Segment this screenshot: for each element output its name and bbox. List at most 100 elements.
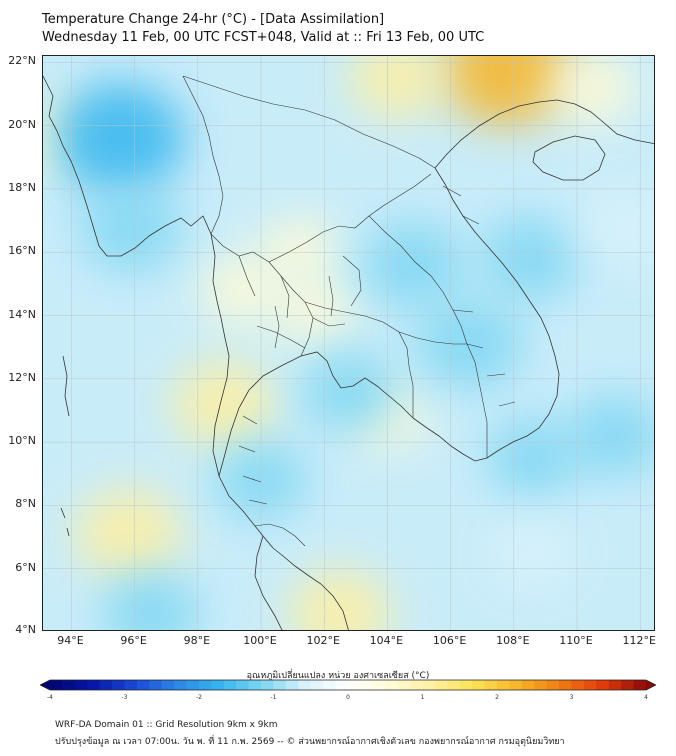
border-thai-malaysia: [254, 523, 306, 547]
map-subtitle: Wednesday 11 Feb, 00 UTC FCST+048, Valid…: [42, 30, 485, 45]
lat-tick-label: 10°N: [8, 434, 36, 448]
lon-tick-label: 110°E: [559, 634, 593, 647]
colorbar-tick-label: 1: [420, 694, 425, 701]
lon-tick-label: 94°E: [57, 634, 84, 647]
coastline-myanmar-west: [43, 75, 274, 549]
border-cambodia-vietnam: [398, 331, 488, 458]
lat-tick-label: 20°N: [8, 117, 36, 131]
colorbar-outline: [40, 679, 656, 691]
colorbar-cell: [298, 680, 312, 690]
colorbar-cell: [136, 680, 150, 690]
colorbar-cell: [74, 680, 88, 690]
coastlines: [43, 75, 654, 630]
colorbar-cell: [261, 680, 274, 690]
coastline-gulf-west: [218, 351, 414, 477]
field-anomaly-2: [548, 56, 638, 126]
colorbar-cell: [199, 680, 212, 690]
colorbar-cell: [99, 680, 113, 690]
lon-tick-label: 112°E: [622, 634, 656, 647]
colorbar-cell: [521, 680, 535, 690]
colorbar-tick-label: -3: [121, 694, 128, 701]
colorbar-cell: [559, 680, 572, 690]
colorbar-cell: [360, 680, 374, 690]
colorbar-cell: [62, 680, 76, 690]
map-title: Temperature Change 24-hr (°C) - [Data As…: [42, 12, 385, 27]
coastline-hainan: [532, 135, 606, 181]
border-thailand-laos: [268, 173, 432, 263]
lat-tick-label: 6°N: [15, 560, 36, 574]
field-anomaly-14: [416, 298, 523, 390]
field-anomaly-16: [479, 216, 580, 301]
colorbar-cell: [149, 680, 163, 690]
lon-tick-label: 98°E: [183, 634, 211, 647]
colorbar-tick-label: -4: [47, 694, 53, 701]
coastline-andaman-islands: [62, 355, 70, 417]
colorbar-cell: [310, 680, 324, 690]
lat-tick-label: 14°N: [8, 307, 36, 321]
field-anomaly-7: [74, 488, 182, 580]
colorbar-label: อุณหภูมิเปลี่ยนแปลง หน่วย องศาเซลเซียส (…: [246, 671, 430, 681]
colorbar-cell: [211, 680, 225, 690]
lat-tick-label: 16°N: [8, 244, 36, 258]
colorbar-cell: [422, 680, 436, 690]
border-laos-vietnam: [368, 215, 468, 345]
coastline-cambodia-vietnam: [412, 167, 560, 462]
border-thai-provinces-central: [256, 275, 334, 349]
lat-tick-label: 8°N: [15, 497, 36, 511]
graticule: [43, 56, 654, 630]
colorbar-cell: [459, 680, 473, 690]
colorbar-cell: [583, 680, 597, 690]
colorbar-cell: [484, 680, 498, 690]
colorbar-cell: [633, 680, 647, 690]
coastline-gulf-of-thailand: [272, 547, 349, 630]
lon-tick-label: 108°E: [496, 634, 530, 647]
colorbar-cell: [335, 680, 349, 690]
colorbar-cell: [621, 680, 634, 690]
colorbar-cell: [285, 680, 299, 690]
colorbar-cell: [50, 680, 63, 690]
lon-tick-label: 102°E: [306, 634, 340, 647]
coastline-tonkin: [434, 99, 654, 169]
colorbar-cell: [323, 680, 336, 690]
colorbar-cell: [161, 680, 175, 690]
field-anomaly-19: [566, 394, 654, 477]
colorbar-cell: [608, 680, 622, 690]
map-panel[interactable]: [42, 55, 655, 631]
colorbar-cell: [273, 680, 287, 690]
lon-tick-label: 104°E: [369, 634, 404, 647]
colorbar-cell: [112, 680, 125, 690]
temperature-field: [43, 56, 654, 630]
lon-tick-label: 96°E: [120, 634, 147, 647]
field-anomaly-22: [581, 190, 654, 264]
colorbar-min-extension: [40, 680, 50, 690]
field-anomaly-4: [171, 360, 275, 448]
colorbar-cell: [447, 680, 461, 690]
border-thai-provinces-south: [238, 415, 268, 505]
lat-tick-label: 22°N: [8, 54, 36, 68]
colorbar-cell: [546, 680, 560, 690]
lat-tick-label: 4°N: [15, 623, 36, 636]
lon-tick-label: 106°E: [432, 634, 467, 647]
colorbar-tick-label: 4: [644, 694, 648, 701]
lon-tick-label: 100°E: [243, 634, 277, 647]
colorbar-cell: [497, 680, 510, 690]
coastline-nicobar: [60, 507, 70, 537]
field-anomaly-9: [259, 215, 338, 283]
colorbar-cell: [248, 680, 262, 690]
colorbar-cell: [174, 680, 187, 690]
colorbar-cell: [124, 680, 138, 690]
border-thailand-cambodia: [304, 301, 414, 418]
colorbar-tick-label: -2: [196, 694, 202, 701]
field-anomaly-20: [102, 572, 199, 630]
colorbar-tick-label: 3: [569, 694, 574, 701]
colorbar-cell: [397, 680, 411, 690]
credit-line: ปรับปรุงข้อมูล ณ เวลา 07:00น. วัน พ. ที่…: [55, 737, 565, 747]
border-china-north: [182, 75, 436, 169]
colorbar-cell: [434, 680, 448, 690]
colorbar-cell: [186, 680, 200, 690]
lat-tick-label: 18°N: [8, 180, 36, 194]
colorbar-cell: [509, 680, 523, 690]
lat-tick-label: 12°N: [8, 370, 36, 384]
field-anomaly-13: [361, 221, 465, 309]
colorbar-cell: [472, 680, 485, 690]
